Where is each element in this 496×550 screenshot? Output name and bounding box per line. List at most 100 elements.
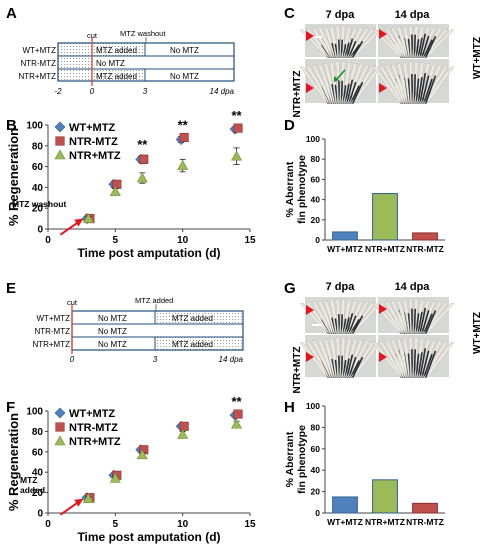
- chart-f-ylabel: % Regeneration: [6, 413, 21, 511]
- timeline-e-row1-seg2: MTZ added: [172, 314, 213, 323]
- photo-g-ntr-14dpa: [372, 335, 455, 378]
- chart-d-ytick-label: 80: [311, 154, 321, 164]
- timeline-e-event-label: MTZ added: [135, 296, 173, 305]
- panel-letter-c: C: [284, 5, 295, 22]
- chart-b-point-ntr-mtz: [231, 150, 243, 161]
- chart-d-ylabel: % Aberrantfin phenotype: [284, 155, 308, 224]
- chart-f-ytick-label: 40: [32, 468, 44, 479]
- timeline-a: cut MTZ washout WT+MTZ NTR-MTZ NTR+MTZ M…: [18, 29, 235, 96]
- photo-g-wt-7dpa: [299, 297, 382, 334]
- chart-f-point-ntr-mtz: [109, 472, 121, 483]
- photo-g-ntr-7dpa-pigment-stripe: [342, 359, 347, 378]
- photo-c-ntr-14dpa-pigment-stripe: [425, 75, 437, 104]
- chart-b-point-ntr-mtz: [112, 179, 122, 189]
- photo-g-wt-14dpa-pigment-stripe: [425, 310, 437, 334]
- chart-h-ytick-label: 80: [311, 422, 321, 432]
- chart-b-regeneration: 0 20 40 60 80 100 0 5 10 15 Time post amputation (…: [6, 108, 256, 260]
- photo-g-col-label-1: 7 dpa: [326, 281, 356, 293]
- chart-f-annotation-arrowhead-icon: [74, 498, 84, 507]
- panel-letter-d: D: [284, 117, 295, 134]
- chart-b-ytick-label: 40: [32, 183, 44, 194]
- photo-c-wt-7dpa-pigment-stripe: [344, 42, 350, 58]
- timeline-e-row-label-3: NTR+MTZ: [32, 340, 70, 349]
- chart-f-ytick-label: 0: [37, 509, 43, 520]
- chart-b-xtick-label: 15: [244, 235, 256, 246]
- red-arrowhead-icon: [379, 29, 387, 39]
- panel-letter-e: E: [6, 280, 16, 297]
- chart-d-ytick-label: 40: [311, 195, 321, 205]
- photo-c-wt-7dpa-pigment-stripe: [340, 39, 343, 58]
- photo-g-ntr-14dpa-ray: [423, 342, 455, 378]
- photo-c-wt-7dpa-pigment-stripe: [348, 40, 357, 58]
- chart-f-ytick-label: 80: [32, 427, 44, 438]
- chart-h-category-label: NTR-MTZ: [406, 517, 444, 527]
- photo-g-wt-14dpa-pigment-stripe: [415, 313, 420, 334]
- chart-f-point-ntr-mtz: [231, 418, 243, 429]
- timeline-a-row-label-3: NTR+MTZ: [18, 72, 56, 81]
- chart-h-aberrant-phenotype: 0 20 40 60 80 100 % Aberrantfin phenotype WT+MT…: [284, 401, 445, 527]
- photo-panel-g: 7 dpa 14 dpa WT+MTZ NTR+MTZ: [292, 281, 483, 393]
- timeline-a-row1-seg2: No MTZ: [170, 46, 199, 55]
- photo-c-wt-7dpa: [299, 24, 382, 58]
- photo-g-wt-7dpa-pigment-stripe: [344, 317, 350, 334]
- chart-f-ytick-label: 60: [32, 447, 44, 458]
- photo-g-wt-7dpa-pigment-stripe: [340, 314, 343, 334]
- chart-d-bar-ntr-mtz: [412, 232, 438, 241]
- photo-g-ntr-7dpa-pigment-stripe: [348, 356, 357, 378]
- photo-c-ntr-7dpa-pigment-stripe: [340, 80, 343, 104]
- chart-f-point-ntr-mtz: [136, 449, 148, 460]
- chart-b-xtick-label: 10: [177, 235, 189, 246]
- photo-g-wt-7dpa-pigment-stripe: [348, 315, 357, 334]
- chart-d-bar-ntr-mtz: [372, 193, 398, 241]
- photo-c-ntr-14dpa-pigment-stripe: [421, 75, 430, 104]
- chart-d-category-label: WT+MTZ: [327, 244, 363, 254]
- photo-c-ntr-14dpa-pigment-stripe: [411, 73, 414, 104]
- chart-b-point-ntr-mtz: [109, 185, 121, 196]
- chart-f-xtick-label: 5: [113, 519, 119, 530]
- chart-b-point-ntr-mtz: [139, 154, 149, 164]
- chart-h-ytick-label: 100: [306, 401, 320, 411]
- chart-h-ytick-label: 0: [315, 508, 320, 518]
- timeline-a-mtz-shade-1: [92, 43, 145, 56]
- chart-b-legend-label: NTR-MTZ: [69, 136, 118, 148]
- photo-c-ntr-7dpa-pigment-stripe: [350, 85, 360, 104]
- chart-f-point-ntr-mtz: [179, 421, 189, 431]
- photo-panel-c: 7 dpa 14 dpa WT+MTZ NTR+MTZ: [292, 9, 483, 117]
- chart-f-xtick-label: 10: [177, 519, 189, 530]
- timeline-e-row3-seg2: MTZ added: [172, 340, 213, 349]
- photo-c-ntr-7dpa-pigment-stripe: [348, 81, 357, 104]
- chart-h-bar-wt-mtz: [332, 496, 358, 514]
- chart-b-legend-diamond-icon: [54, 121, 66, 133]
- photo-c-ntr-14dpa: [372, 59, 455, 104]
- chart-d-ytick-label: 60: [311, 174, 321, 184]
- photo-c-wt-14dpa-pigment-stripe: [421, 35, 430, 58]
- chart-b-legend-label: WT+MTZ: [69, 122, 115, 134]
- photo-c-col-label-2: 14 dpa: [395, 9, 431, 21]
- photo-g-row-label-2: NTR+MTZ: [292, 347, 303, 394]
- photo-g-wt-7dpa-pigment-stripe: [346, 313, 354, 334]
- panel-letter-b: B: [6, 117, 17, 134]
- chart-f-ytick-label: 100: [26, 407, 43, 418]
- chart-b-ytick-label: 60: [32, 162, 44, 173]
- chart-d-category-label: NTR+MTZ: [365, 244, 405, 254]
- chart-b-xlabel: Time post amputation (d): [77, 246, 220, 260]
- chart-f-ytick-label: 20: [32, 488, 44, 499]
- timeline-a-row3-seg1: MTZ added: [96, 72, 137, 81]
- photo-g-ntr-14dpa-pigment-stripe: [425, 350, 437, 378]
- chart-d-bar-wt-mtz: [332, 231, 358, 241]
- timeline-a-row-label-1: WT+MTZ: [22, 46, 56, 55]
- photo-c-wt-7dpa-pigment-stripe: [346, 38, 354, 58]
- red-arrowhead-icon: [379, 352, 387, 362]
- chart-d-category-label: NTR-MTZ: [406, 244, 444, 254]
- photo-c-wt-14dpa-pigment-stripe: [417, 37, 423, 58]
- photo-g-ntr-7dpa-pigment-stripe: [350, 360, 360, 378]
- photo-c-ntr-14dpa-pigment-stripe: [423, 78, 433, 104]
- photo-g-ntr-14dpa-pigment-stripe: [411, 348, 414, 378]
- photo-g-ntr-14dpa-pigment-stripe: [413, 349, 416, 378]
- chart-b-ytick-label: 20: [32, 204, 44, 215]
- chart-b-legend-square-icon: [55, 136, 65, 146]
- timeline-a-tick-4: 14 dpa: [210, 87, 235, 96]
- photo-c-ntr-7dpa: [299, 59, 382, 104]
- timeline-a-tick-1: -2: [54, 87, 62, 96]
